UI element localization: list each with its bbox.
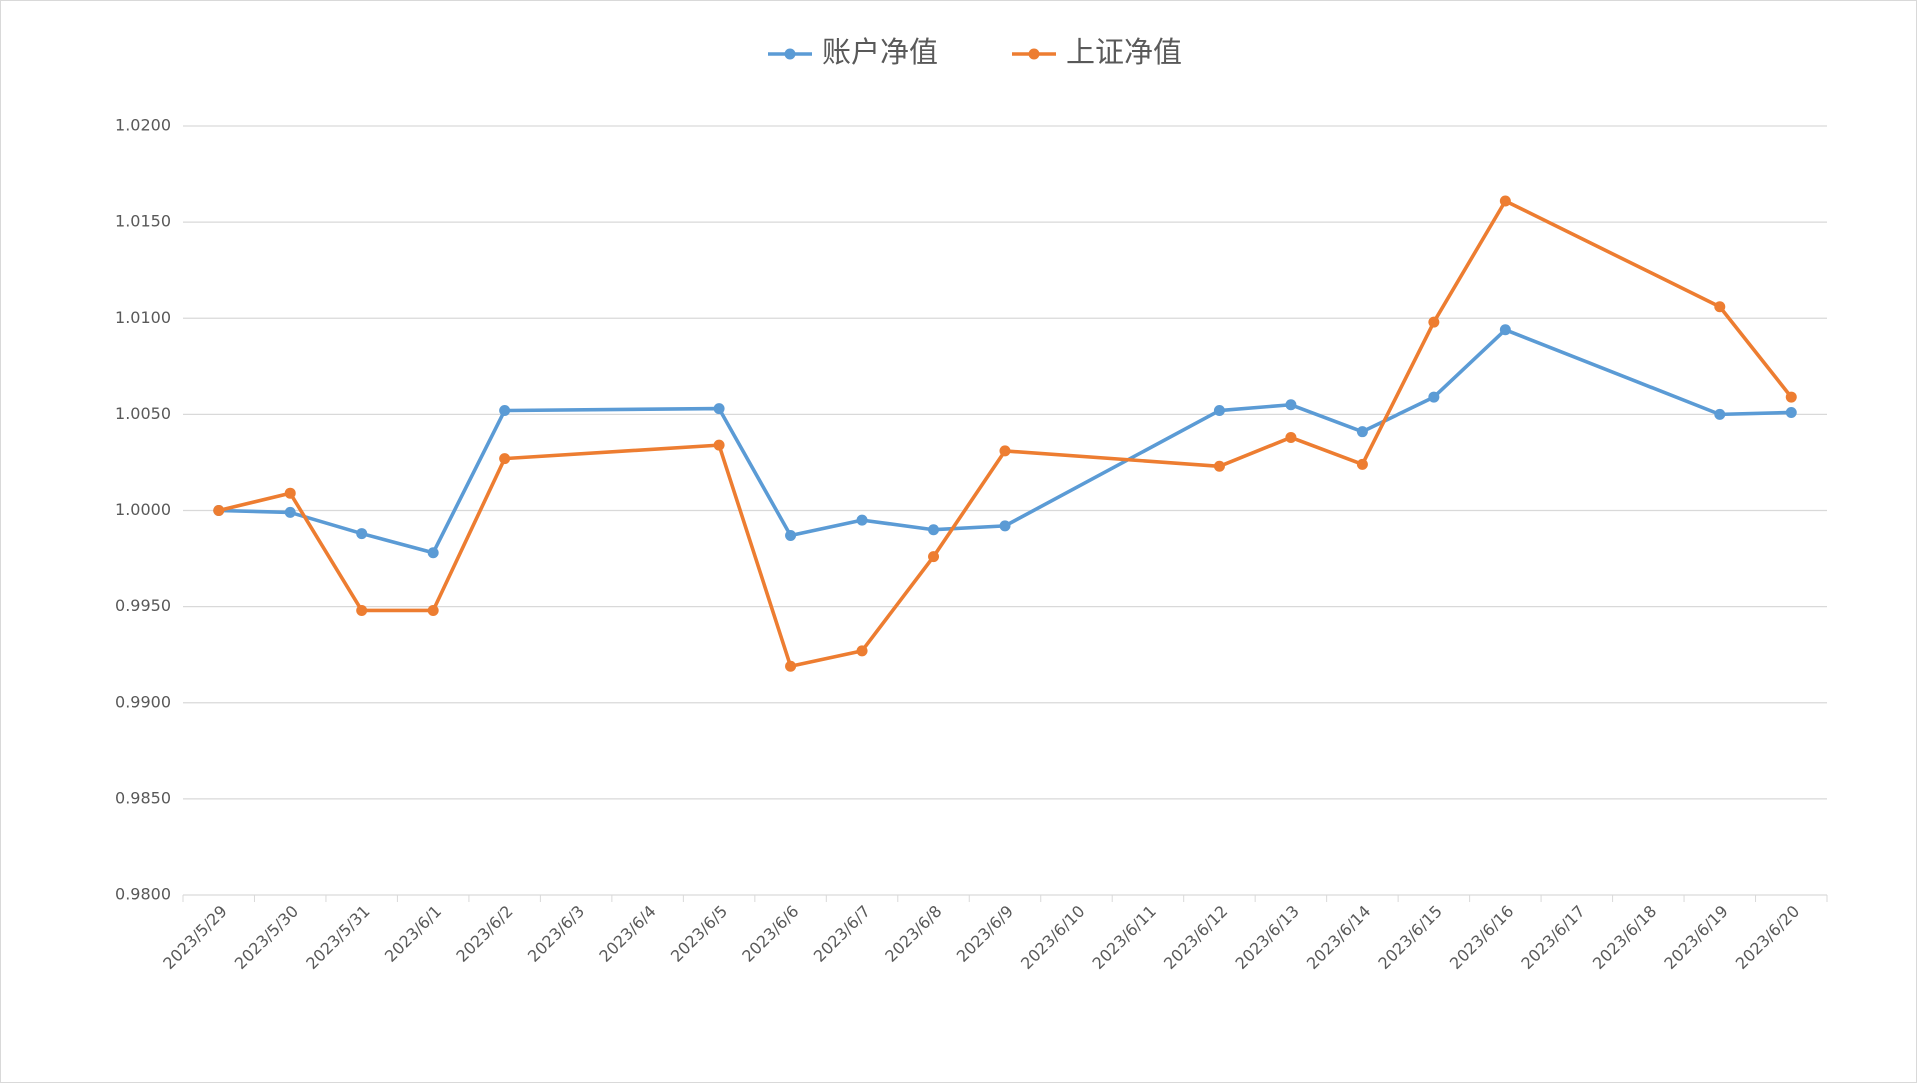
data-point [999, 445, 1011, 457]
data-point [1499, 195, 1511, 207]
data-point [1285, 399, 1297, 411]
y-tick-label: 1.0100 [115, 308, 171, 327]
data-point [928, 551, 940, 563]
data-point [427, 547, 439, 559]
data-point [785, 529, 797, 541]
data-point [1285, 431, 1297, 443]
data-point [1714, 301, 1726, 313]
data-point [785, 660, 797, 672]
legend-marker [1028, 48, 1040, 60]
y-tick-label: 1.0200 [115, 116, 171, 135]
data-point [713, 439, 725, 451]
data-point [356, 528, 368, 540]
data-point [856, 514, 868, 526]
legend-label: 上证净值 [1066, 35, 1182, 69]
y-tick-label: 0.9950 [115, 596, 171, 615]
data-point [213, 505, 225, 516]
data-point [356, 604, 368, 616]
y-tick-label: 0.9900 [115, 692, 171, 711]
y-tick-label: 0.9850 [115, 788, 171, 807]
data-point [1499, 324, 1511, 336]
data-point [284, 506, 296, 518]
data-point [1428, 391, 1440, 403]
legend-label: 账户净值 [822, 35, 938, 69]
data-point [999, 520, 1011, 532]
data-point [499, 405, 511, 417]
data-point [1785, 391, 1797, 403]
data-point [1714, 408, 1726, 420]
data-point [284, 487, 296, 499]
legend-marker [784, 48, 796, 60]
data-point [713, 403, 725, 415]
data-point [1213, 460, 1225, 472]
y-tick-label: 1.0000 [115, 500, 171, 519]
data-point [427, 604, 439, 616]
data-point [1213, 405, 1225, 417]
data-point [1356, 458, 1368, 470]
y-tick-label: 1.0150 [115, 212, 171, 231]
data-point [856, 645, 868, 657]
data-point [1356, 426, 1368, 438]
y-tick-label: 1.0050 [115, 404, 171, 423]
data-point [1428, 316, 1440, 328]
y-tick-label: 0.9800 [115, 885, 171, 904]
data-point [499, 453, 511, 465]
data-point [1785, 406, 1797, 418]
data-point [928, 524, 940, 536]
